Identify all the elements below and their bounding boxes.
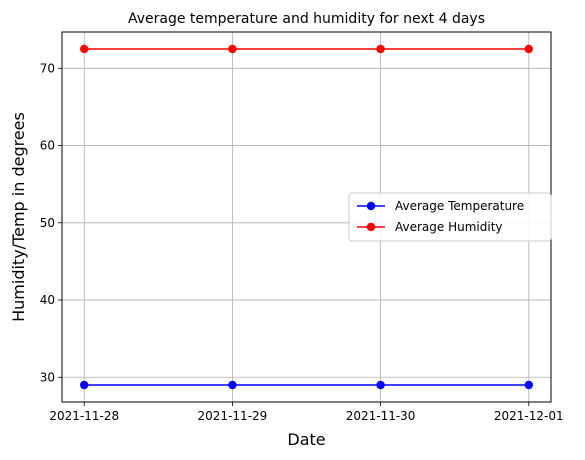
data-point <box>524 380 533 390</box>
legend-entry: Average Humidity <box>357 220 503 234</box>
legend: Average Temperature Average Humidity <box>348 192 552 242</box>
legend-marker <box>366 201 376 211</box>
data-point <box>80 44 89 54</box>
legend-label: Average Humidity <box>395 220 503 234</box>
legend-marker <box>366 222 376 232</box>
x-tick-label: 2021-11-28 <box>49 409 119 423</box>
y-axis-label: Humidity/Temp in degrees <box>9 112 28 322</box>
legend-box <box>348 192 552 242</box>
x-tick-label: 2021-11-30 <box>346 409 416 423</box>
x-axis-label: Date <box>287 430 325 449</box>
x-tick-label: 2021-11-29 <box>198 409 268 423</box>
legend-entry: Average Temperature <box>357 199 524 213</box>
y-axis-ticks: 30 40 50 60 70 <box>40 61 62 384</box>
y-tick-label: 60 <box>40 139 55 153</box>
series-0 <box>80 380 533 390</box>
y-tick-label: 70 <box>40 61 55 75</box>
y-tick-label: 30 <box>40 370 55 384</box>
data-point <box>524 44 533 54</box>
grid-lines <box>62 32 551 402</box>
legend-label: Average Temperature <box>395 199 524 213</box>
chart-title: Average temperature and humidity for nex… <box>128 11 485 27</box>
data-point <box>80 380 89 390</box>
data-point <box>228 380 237 390</box>
data-point <box>376 380 385 390</box>
data-point <box>228 44 237 54</box>
x-axis-ticks: 2021-11-28 2021-11-29 2021-11-30 2021-12-01 <box>49 402 564 423</box>
y-tick-label: 40 <box>40 293 55 307</box>
x-tick-label: 2021-12-01 <box>494 409 564 423</box>
series-1 <box>80 44 533 54</box>
y-tick-label: 50 <box>40 216 55 230</box>
series-group <box>80 44 533 390</box>
data-point <box>376 44 385 54</box>
